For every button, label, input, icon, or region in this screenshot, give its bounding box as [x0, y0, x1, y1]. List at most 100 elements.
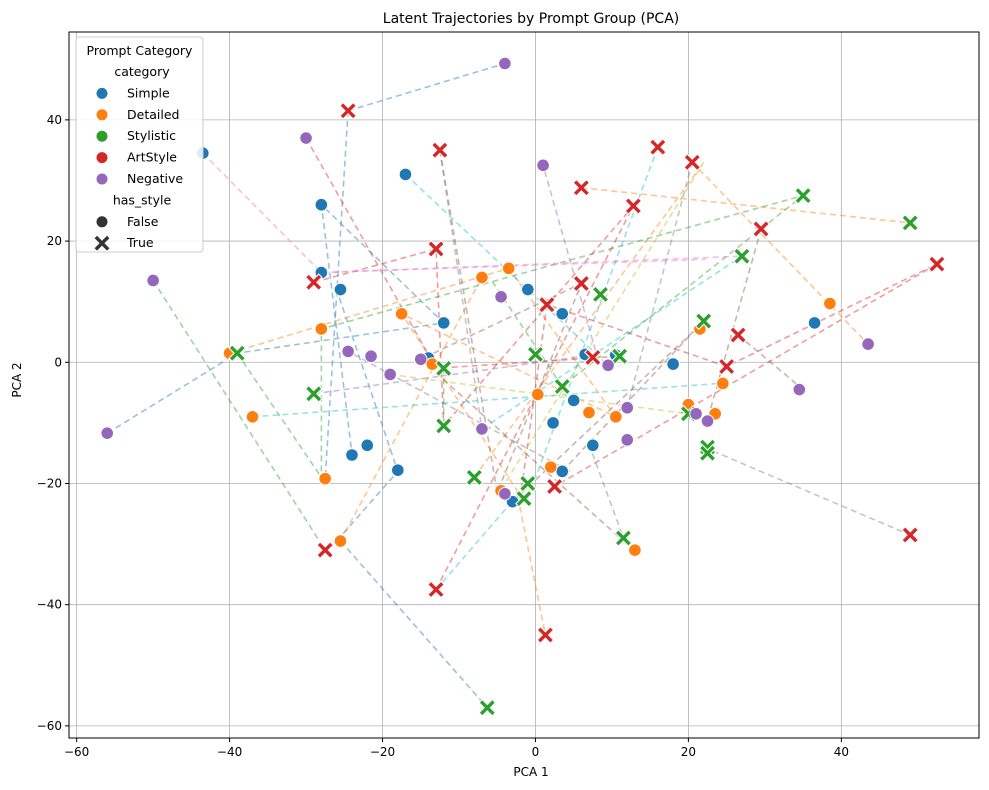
trajectory-line [152, 280, 326, 551]
data-point [427, 240, 445, 258]
x-marker-stroke [593, 286, 608, 302]
data-point [666, 357, 680, 371]
legend-style-label: False [127, 214, 159, 229]
data-point [304, 273, 323, 292]
trajectory-line [229, 267, 617, 636]
x-marker-stroke [573, 180, 589, 196]
y-tick-label: −40 [37, 598, 62, 612]
x-marker-stroke [94, 235, 110, 251]
legend-marker-simple [95, 86, 109, 100]
data-point [318, 471, 332, 486]
legend-hue-title: category [114, 64, 170, 79]
data-point [478, 698, 497, 717]
x-marker-stroke [436, 360, 452, 376]
data-point [501, 261, 516, 276]
x-marker-stroke [684, 154, 700, 170]
x-marker-stroke [696, 313, 712, 329]
data-points [100, 56, 946, 717]
data-point [648, 138, 667, 157]
data-point [228, 344, 247, 363]
series-detailed [222, 261, 837, 557]
x-marker-stroke [538, 627, 553, 643]
data-point [729, 326, 748, 344]
x-axis-ticks: −60 −40 −20 0 20 40 [64, 738, 849, 759]
data-point [314, 322, 329, 336]
data-point [341, 344, 355, 359]
data-point [591, 285, 610, 304]
x-marker-stroke [340, 103, 356, 119]
data-point [436, 316, 451, 330]
x-marker-stroke [929, 256, 945, 272]
x-marker-stroke [612, 348, 627, 364]
x-marker-stroke [306, 386, 322, 402]
y-axis-ticks: −60 −40 −20 0 20 40 [37, 113, 69, 733]
x-marker-stroke [432, 142, 448, 158]
x-marker-stroke [795, 188, 811, 204]
trajectory-line [481, 255, 743, 430]
data-point [364, 349, 378, 364]
data-point [100, 426, 115, 440]
data-point [620, 400, 635, 415]
data-point [716, 376, 730, 391]
plot-background [69, 32, 979, 738]
data-point [792, 382, 807, 397]
trajectory-line [435, 482, 529, 591]
trajectory-line [703, 446, 911, 536]
data-point [694, 312, 713, 330]
data-point [733, 247, 751, 266]
data-point [582, 405, 596, 420]
legend-marker-negative [95, 172, 109, 186]
x-marker-stroke [700, 445, 715, 461]
data-point [434, 359, 453, 378]
x-marker-stroke [902, 527, 918, 543]
x-marker-stroke [719, 359, 735, 374]
chart-title: Latent Trajectories by Prompt Group (PCA… [383, 11, 679, 27]
x-marker-stroke [625, 198, 641, 214]
x-marker-stroke [428, 582, 444, 597]
x-marker-stroke [650, 139, 666, 155]
data-point [624, 197, 643, 215]
data-point [360, 438, 375, 453]
data-point [566, 393, 581, 408]
x-marker-stroke [466, 470, 482, 485]
data-point [536, 158, 550, 173]
data-point [614, 529, 633, 547]
data-point [620, 433, 635, 447]
data-point [434, 417, 453, 435]
data-point [553, 377, 572, 396]
legend-marker-x [93, 234, 111, 253]
data-point [610, 347, 629, 366]
data-point [608, 410, 623, 424]
x-marker-stroke [436, 418, 452, 434]
data-point [586, 438, 600, 453]
x-marker-stroke [229, 345, 245, 361]
data-point [316, 541, 335, 560]
data-point [572, 274, 591, 293]
data-point [689, 406, 703, 421]
x-marker-stroke [516, 491, 532, 507]
legend-label-detailed: Detailed [127, 107, 179, 122]
data-point [807, 316, 822, 330]
data-point [314, 197, 329, 212]
x-marker-stroke [753, 221, 769, 237]
data-point [299, 131, 313, 145]
x-tick-label: 0 [532, 745, 540, 759]
data-point [698, 444, 717, 463]
data-point [530, 387, 545, 402]
data-point [555, 464, 570, 479]
data-point [928, 255, 946, 273]
data-point [465, 468, 484, 487]
data-point [475, 270, 489, 285]
legend-label-artstyle: ArtStyle [127, 150, 177, 165]
x-axis-label: PCA 1 [513, 765, 548, 779]
trajectory-line [339, 540, 488, 709]
data-point [526, 345, 545, 364]
legend-marker-artstyle [95, 151, 109, 165]
trajectory-line [737, 334, 804, 391]
legend-style-label: True [126, 235, 154, 250]
data-point [398, 167, 413, 182]
y-tick-label: −20 [37, 476, 62, 490]
data-point [498, 486, 512, 501]
legend-label-simple: Simple [127, 85, 170, 100]
data-point [752, 220, 770, 238]
